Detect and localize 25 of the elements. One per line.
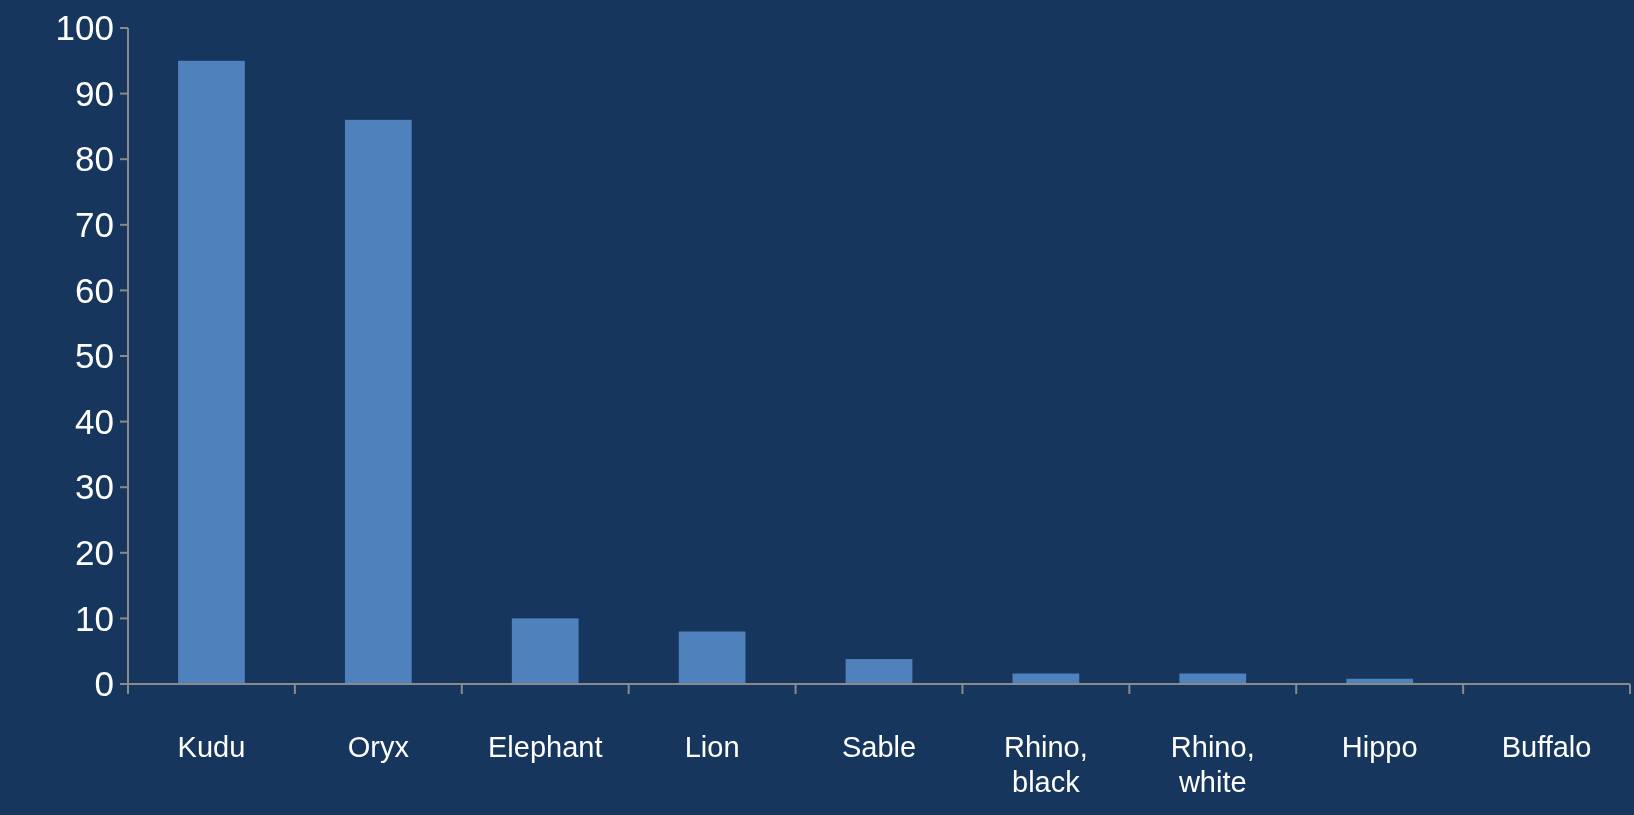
y-tick-label: 70 (75, 205, 114, 245)
x-tick-label: Oryx (347, 731, 410, 763)
y-tick-label: 0 (94, 664, 114, 704)
x-tick-label: Elephant (487, 731, 603, 763)
bar (678, 631, 746, 684)
x-tick-label: Lion (684, 731, 740, 763)
bar (344, 119, 412, 684)
x-tick-label: Rhino, black (1003, 731, 1088, 798)
x-tick-label: Hippo (1341, 731, 1418, 763)
y-tick-label: 30 (75, 467, 114, 507)
y-tick-label: 80 (75, 139, 114, 179)
y-tick-label: 60 (75, 270, 114, 310)
y-tick-label: 20 (75, 533, 114, 573)
y-tick-label: 40 (75, 401, 114, 441)
x-tick-label: Rhino, white (1170, 731, 1255, 798)
y-tick-label: 100 (55, 8, 114, 48)
y-tick-label: 90 (75, 73, 114, 113)
y-tick-label: 50 (75, 336, 114, 376)
y-tick-label: 10 (75, 598, 114, 638)
x-tick-label: Buffalo (1501, 731, 1592, 763)
x-tick-label: Kudu (177, 731, 246, 763)
x-tick-label: Sable (841, 731, 917, 763)
bar (178, 60, 245, 684)
bar (511, 618, 579, 684)
bar (845, 659, 913, 684)
